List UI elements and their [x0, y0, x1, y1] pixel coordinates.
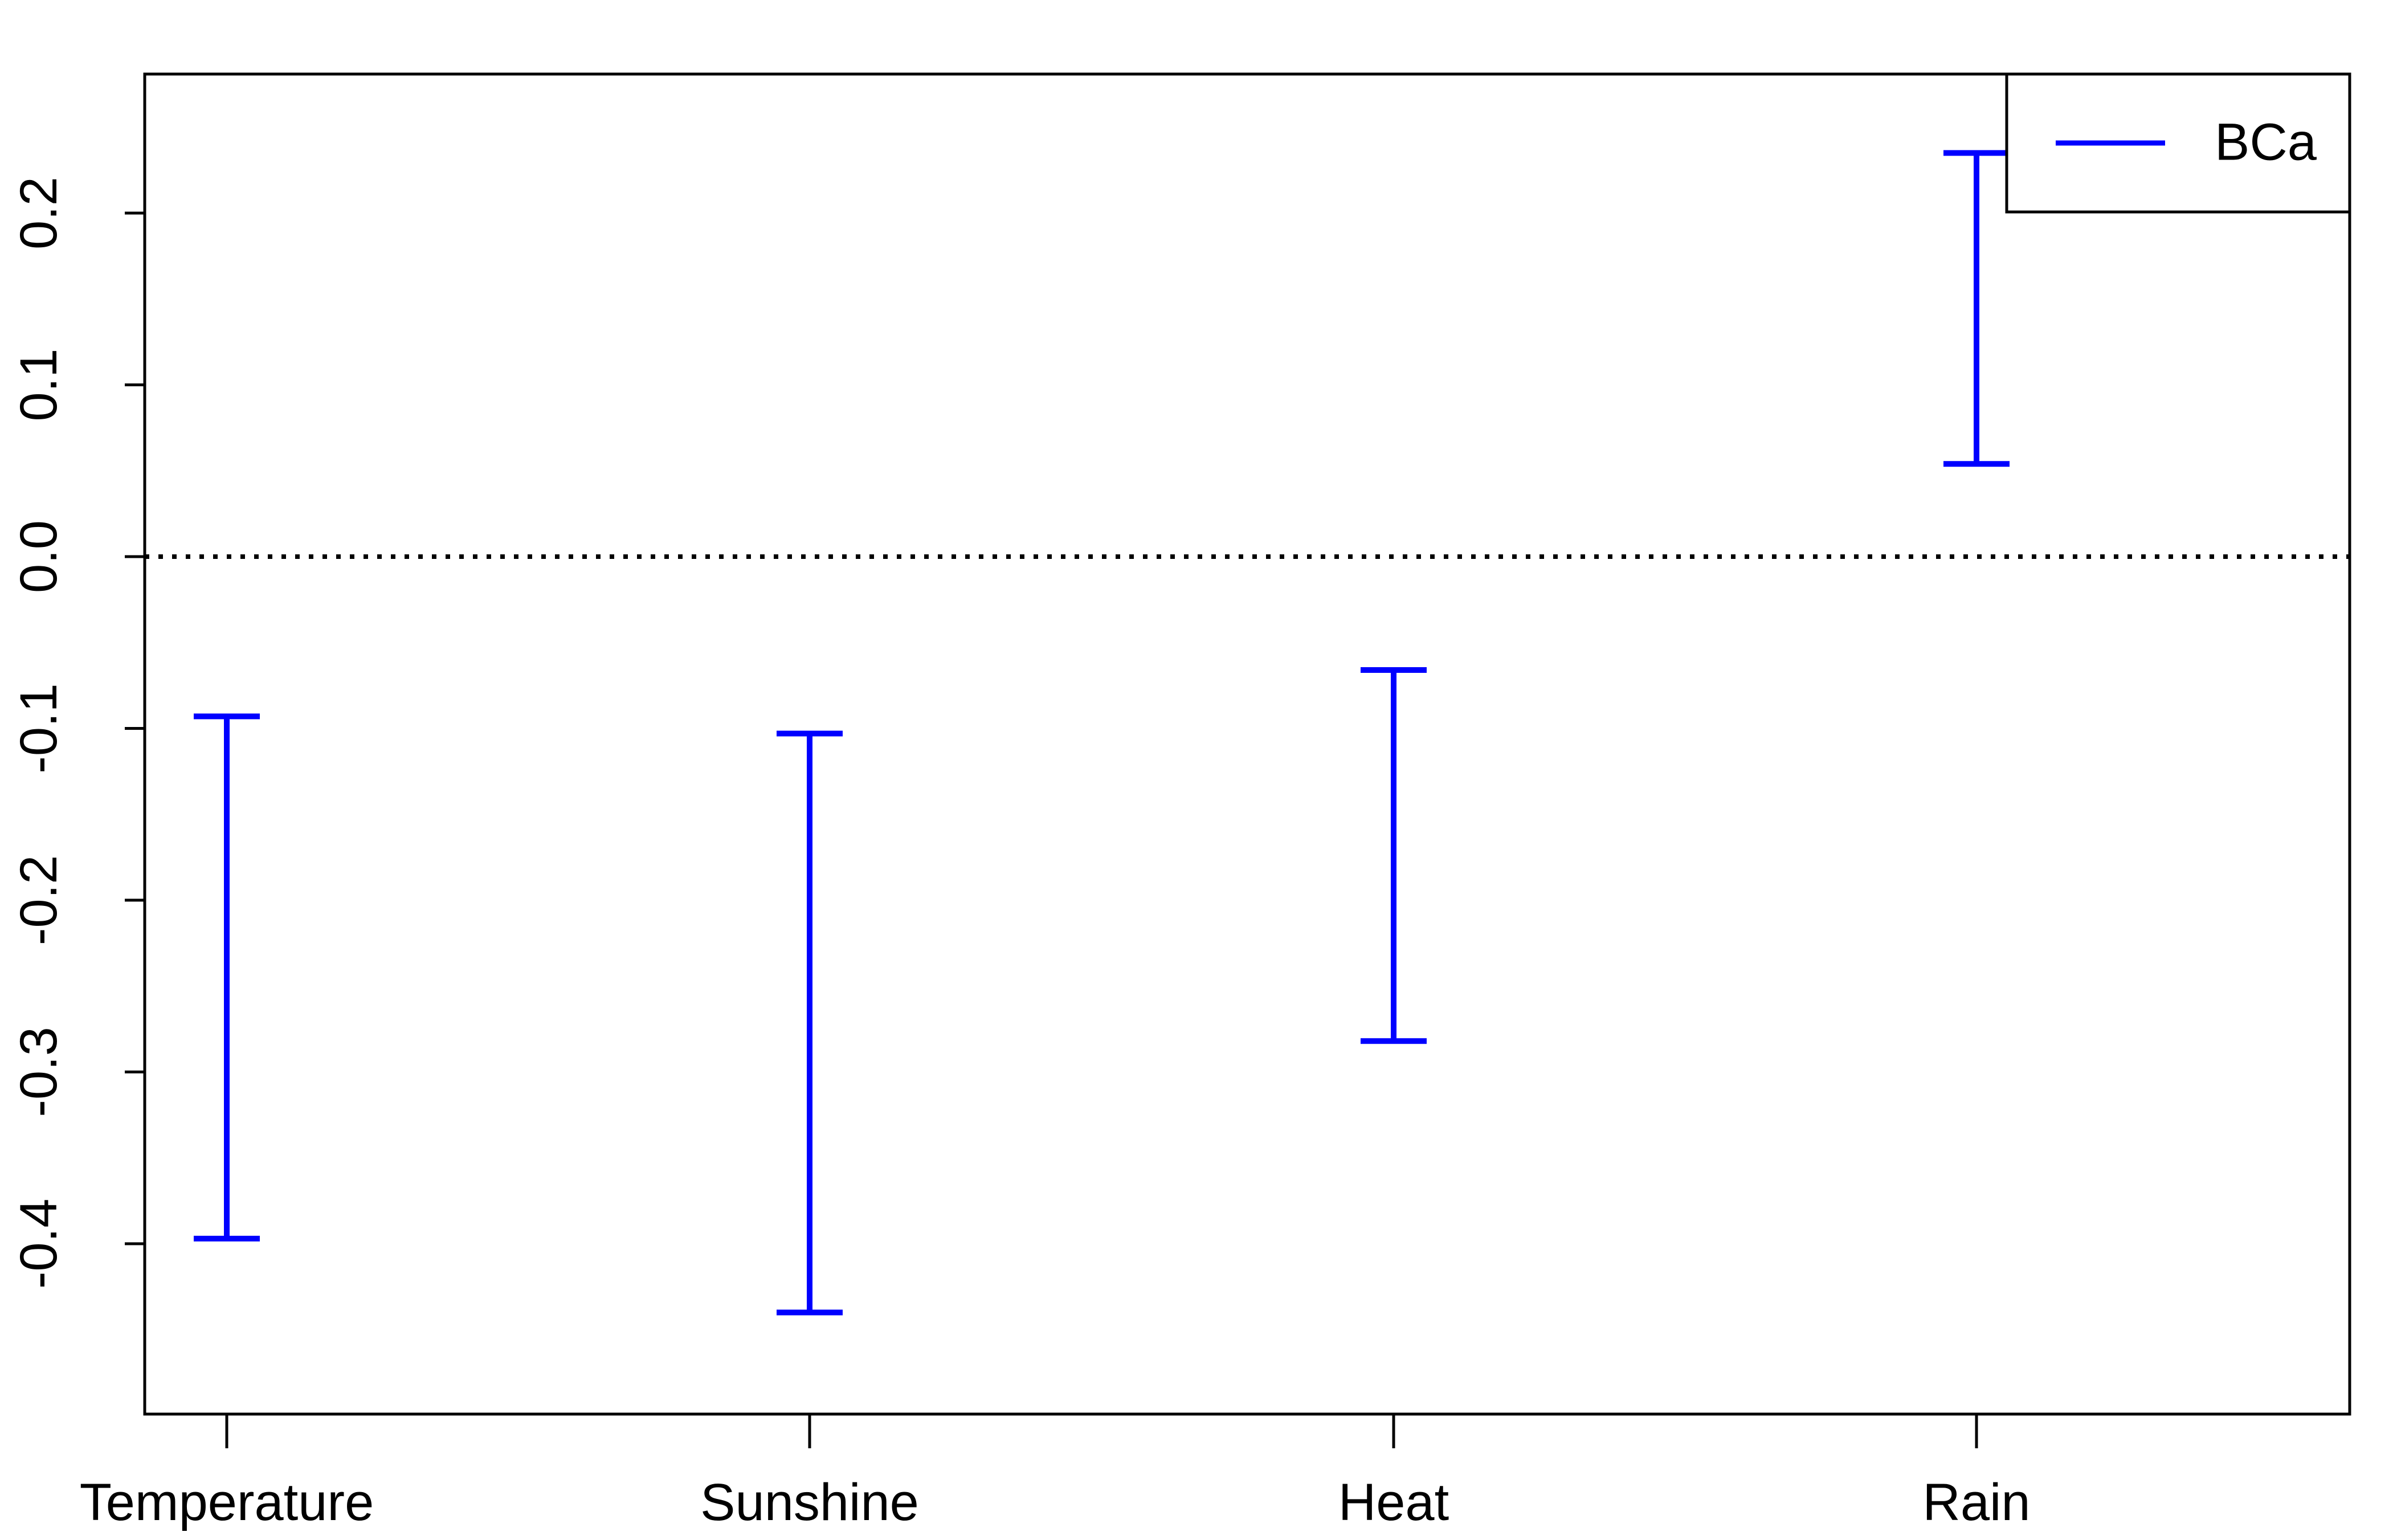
x-axis: Temperature Sunshine Heat Rain — [80, 1414, 2031, 1531]
y-axis: -0.4 -0.3 -0.2 -0.1 0.0 0.1 0.2 — [10, 177, 145, 1289]
x-tick-label: Sunshine — [700, 1473, 919, 1531]
confidence-intervals — [194, 150, 2010, 1316]
y-tick-label: 0.0 — [10, 520, 68, 593]
legend-label-bca: BCa — [2215, 113, 2317, 171]
y-tick-label: -0.3 — [10, 1027, 68, 1117]
y-tick-label: -0.2 — [10, 855, 68, 946]
y-tick-label: 0.2 — [10, 177, 68, 250]
x-tick-label: Rain — [1922, 1473, 2030, 1531]
y-tick-label: -0.4 — [10, 1199, 68, 1289]
legend: BCa — [2005, 72, 2351, 214]
y-tick-label: 0.1 — [10, 349, 68, 422]
plot-frame — [143, 72, 2351, 1416]
x-tick-label: Heat — [1338, 1473, 1449, 1531]
y-tick-label: -0.1 — [10, 683, 68, 774]
x-tick-label: Temperature — [80, 1473, 374, 1531]
